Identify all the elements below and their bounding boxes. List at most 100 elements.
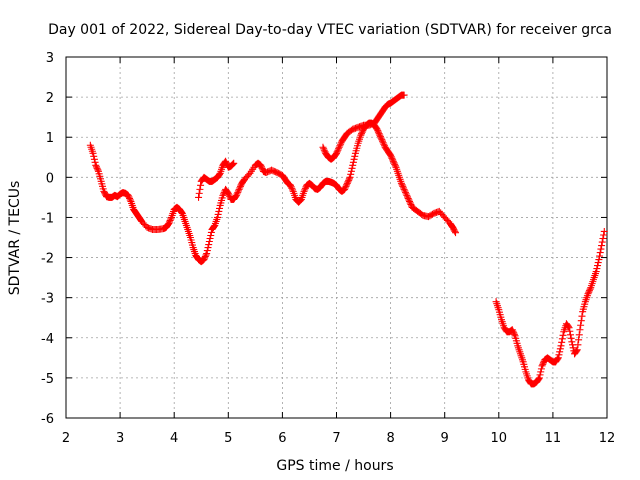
data-point [376,133,384,141]
y-tick-label: -5 [41,372,54,387]
data-point [403,191,411,199]
data-point [344,178,352,186]
data-point [349,161,357,169]
data-point [593,265,601,273]
data-point [213,213,221,221]
data-point [348,164,356,172]
data-point [407,200,415,208]
data-point [538,362,546,370]
data-point [351,152,359,160]
data-point [335,145,343,153]
data-point [399,184,407,192]
data-point [236,182,244,190]
data-point [349,158,357,166]
data-point [558,338,566,346]
data-point [586,285,594,293]
data-point [204,244,212,252]
data-point [402,190,410,198]
data-point [178,208,186,216]
data-point [387,153,395,161]
data-point [573,347,581,355]
data-point [301,186,309,194]
data-point [216,170,224,178]
data-point [568,338,576,346]
data-point [90,155,98,163]
y-tick-label: -3 [41,292,54,307]
data-point [245,171,253,179]
grid-lines [66,57,607,418]
data-point [202,251,210,259]
data-point [509,327,517,335]
data-point [342,182,350,190]
data-point [345,175,353,183]
data-point [389,156,397,164]
data-point [373,125,381,133]
data-point [214,210,222,218]
data-point [566,331,574,339]
data-point [380,140,388,148]
data-point [556,345,564,353]
series-segment-2 [195,157,238,201]
data-point [379,139,387,147]
data-point [539,359,547,367]
data-point [215,207,223,215]
data-point [347,170,355,178]
data-point [234,187,242,195]
data-point [229,160,237,168]
data-point [535,374,543,382]
data-point [578,312,586,320]
axis-ticks [65,56,608,419]
data-point [398,181,406,189]
y-tick-label: 2 [46,91,54,106]
x-tick-label: 9 [441,431,449,446]
data-point [391,162,399,170]
data-point [401,187,409,195]
data-point [166,216,174,224]
x-tick-label: 8 [386,431,394,446]
data-point [195,193,203,201]
data-point [287,181,295,189]
data-point [333,148,341,156]
data-point [358,128,366,136]
data-point [357,131,365,139]
data-point [335,143,343,151]
data-point [401,188,409,196]
x-tick-label: 11 [545,431,562,446]
data-point [224,189,232,197]
data-point [126,196,134,204]
data-point [89,149,97,157]
chart-title: Day 001 of 2022, Sidereal Day-to-day VTE… [48,22,612,38]
data-point [554,355,562,363]
y-tick-label: -4 [41,332,54,347]
data-point [378,137,386,145]
data-point [390,159,398,167]
data-point [510,330,518,338]
data-point [575,336,583,344]
y-tick-label: 3 [46,51,54,66]
data-point [230,159,238,167]
data-point [584,290,592,298]
data-point [391,160,399,168]
data-point [374,128,382,136]
data-point [555,351,563,359]
data-point [125,193,133,201]
data-point [201,254,209,262]
data-point [124,191,132,199]
data-point [301,184,309,192]
data-point [564,323,572,331]
data-point [377,134,385,142]
data-point [203,247,211,255]
data-point [358,130,366,138]
data-point [222,159,230,167]
data-point [406,197,414,205]
data-point [595,256,603,264]
data-point [257,163,265,171]
data-point [347,167,355,175]
data-point [165,218,173,226]
data-point [195,189,203,197]
data-point [287,183,295,191]
series-segment-4 [492,227,608,388]
data-point [537,368,545,376]
data-point [345,176,353,184]
